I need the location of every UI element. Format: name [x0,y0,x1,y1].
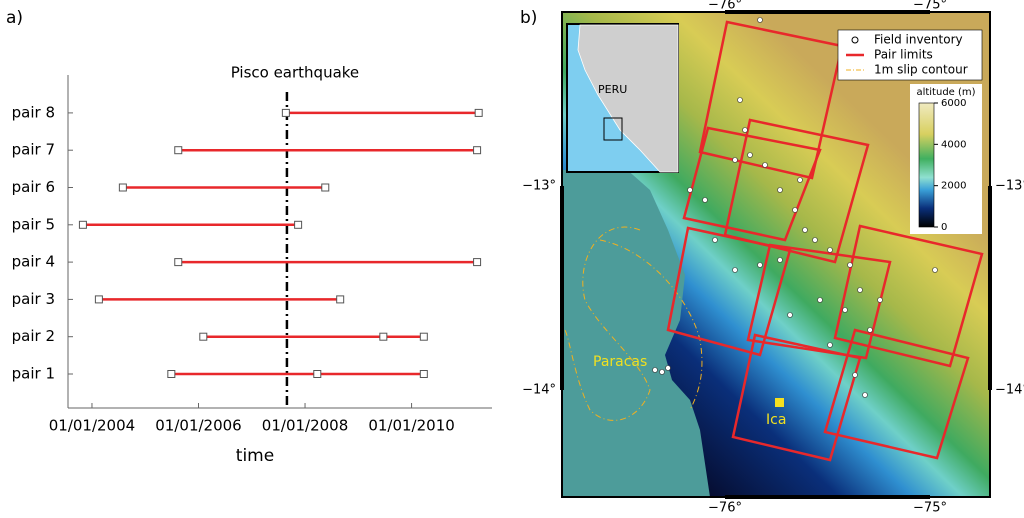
panel-label: a) [6,8,23,28]
date-marker [336,295,345,304]
x-tick-label: 01/01/2006 [155,417,241,435]
date-marker [419,332,428,341]
frame-segment [560,186,564,390]
lon-label: −76° [708,501,742,515]
frame-segment [725,10,930,14]
date-marker [118,183,127,192]
lon-label: −75° [913,501,947,515]
y-tick-label: pair 7 [12,141,55,159]
date-marker [167,370,176,378]
date-marker [419,370,428,378]
y-tick-label: pair 6 [12,178,55,196]
field-inventory [652,17,938,398]
date-marker [199,332,208,341]
event-label: Pisco earthquake [231,64,359,82]
lat-label: −13° [995,179,1024,194]
colorbar-tick-label: 6000 [941,98,966,109]
y-tick-label: pair 4 [12,253,55,271]
lon-label: −75° [913,0,947,13]
slip-contour [564,226,703,421]
date-marker [379,332,388,341]
ocean [562,168,710,497]
frame-segment [725,495,930,499]
colorbar-title: altitude (m) [916,87,975,98]
place-label: Ica [766,412,786,428]
date-marker [174,146,183,155]
date-marker [321,183,330,192]
legend-label: Pair limits [874,48,933,62]
y-tick-label: pair 5 [12,215,55,233]
y-tick-label: pair 1 [12,365,55,383]
lat-label: −13° [522,179,556,194]
y-tick-label: pair 2 [12,327,55,345]
legend-label: Field inventory [874,33,963,47]
legend-label: 1m slip contour [874,63,968,77]
city-marker [775,398,784,407]
frame-segment [988,186,992,390]
date-marker [78,220,87,229]
colorbar-tick-label: 0 [941,222,947,233]
date-marker [473,258,482,267]
date-marker [281,108,290,117]
lat-label: −14° [522,383,556,398]
legend-symbol [851,36,859,44]
x-axis-label: time [236,446,274,466]
date-marker [313,370,322,378]
timeline-plot [67,75,492,409]
y-tick-label: pair 3 [12,290,55,308]
colorbar-ticks: 6000 4000 2000 0 [934,98,966,233]
date-marker [174,258,183,267]
inset-land [577,24,679,173]
date-marker [473,146,482,155]
x-tick-label: 01/01/2010 [368,417,454,435]
lon-label: −76° [708,0,742,13]
pair-limits [666,20,984,462]
x-tick-label: 01/01/2004 [49,417,135,435]
place-label: Paracas [593,354,647,370]
colorbar [918,102,935,228]
x-tick-label: 01/01/2008 [262,417,348,435]
date-marker [94,295,103,304]
inset-box [603,117,623,141]
map: PERU Paracas Ica Field inventory Pair li… [522,0,1024,516]
colorbar-tick-label: 2000 [941,181,966,192]
y-tick-label: pair 8 [12,103,55,121]
panel-label: b) [520,8,537,28]
date-marker [474,108,483,117]
lat-label: −14° [995,383,1024,398]
colorbar-tick-label: 4000 [941,139,966,150]
date-marker [294,220,303,229]
country-label: PERU [598,83,627,96]
